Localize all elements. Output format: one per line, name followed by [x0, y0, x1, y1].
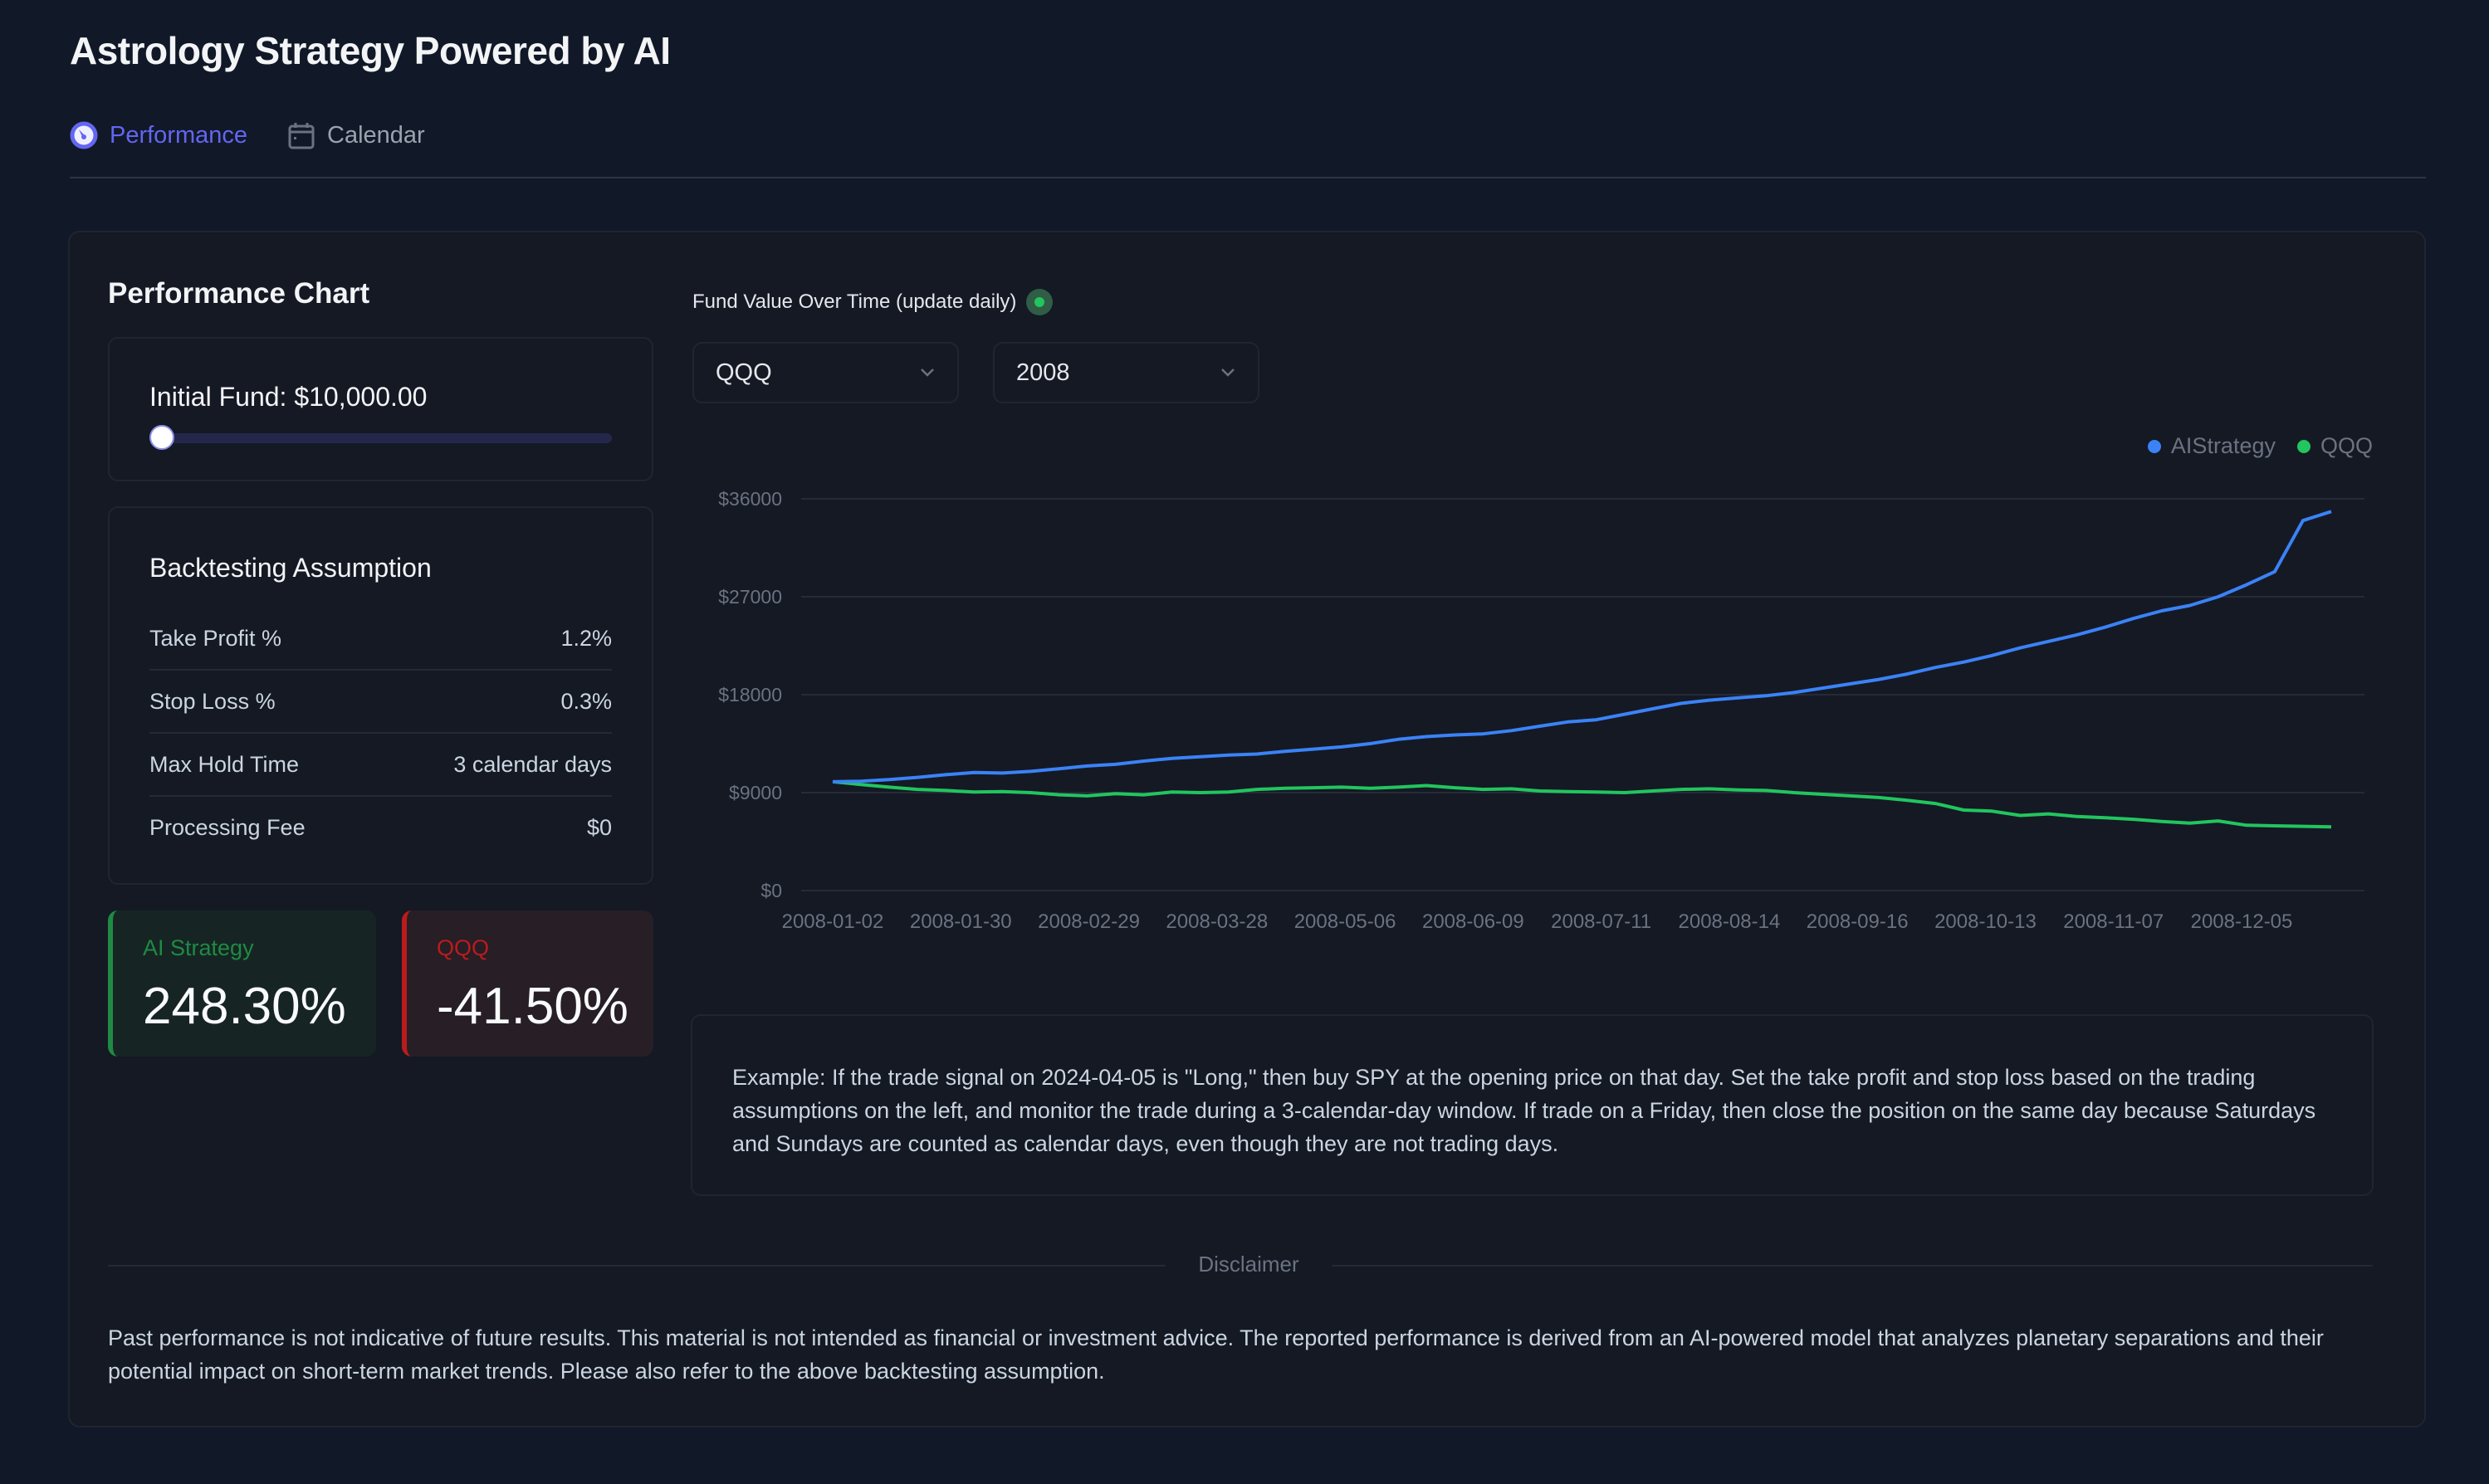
legend-item-qqq[interactable]: QQQ — [2296, 433, 2373, 459]
x-tick-label: 2008-03-28 — [1166, 910, 1268, 933]
assumption-row-processing-fee: Processing Fee $0 — [149, 797, 612, 858]
x-tick-label: 2008-01-30 — [910, 910, 1012, 933]
legend-label: QQQ — [2320, 433, 2373, 458]
y-tick-label: $36000 — [718, 488, 782, 510]
section-title: Performance Chart — [108, 277, 370, 310]
calendar-icon — [287, 121, 315, 149]
stat-value: 248.30% — [143, 978, 346, 1035]
x-tick-label: 2008-05-06 — [1294, 910, 1396, 933]
divider-line-right — [1332, 1265, 2373, 1267]
ticker-select[interactable]: QQQ — [692, 342, 959, 403]
tabs-divider — [70, 177, 2426, 178]
assumption-row-take-profit: Take Profit % 1.2% — [149, 608, 612, 671]
assumption-value: $0 — [586, 814, 612, 840]
y-tick-label: $9000 — [729, 782, 782, 803]
year-select-value: 2008 — [1016, 359, 1070, 386]
x-tick-label: 2008-09-16 — [1807, 910, 1909, 933]
x-tick-label: 2008-12-05 — [2191, 910, 2293, 933]
performance-card — [68, 231, 2426, 1428]
tab-calendar[interactable]: Calendar — [287, 121, 425, 149]
divider-line-left — [108, 1265, 1166, 1267]
assumption-row-stop-loss: Stop Loss % 0.3% — [149, 671, 612, 734]
chart-heading-text: Fund Value Over Time (update daily) — [692, 290, 1017, 313]
qqq-return-card: QQQ -41.50% — [402, 910, 653, 1057]
example-box: Example: If the trade signal on 2024-04-… — [691, 1014, 2374, 1196]
chevron-down-icon — [1221, 369, 1235, 377]
assumption-label: Max Hold Time — [149, 751, 300, 777]
y-tick-label: $0 — [760, 880, 782, 901]
assumption-list: Take Profit % 1.2% Stop Loss % 0.3% Max … — [149, 608, 612, 858]
chart-heading: Fund Value Over Time (update daily) — [692, 289, 1054, 315]
tab-performance[interactable]: Performance — [70, 121, 247, 149]
gauge-icon — [70, 121, 98, 149]
disclaimer-label: Disclaimer — [1198, 1252, 1299, 1277]
assumption-label: Processing Fee — [149, 814, 306, 840]
legend-swatch-aistrategy — [2147, 439, 2161, 453]
stat-value: -41.50% — [437, 978, 628, 1035]
legend-label: AIStrategy — [2170, 433, 2276, 458]
x-tick-label: 2008-10-13 — [1934, 910, 2037, 933]
backtesting-assumption-card: Backtesting Assumption Take Profit % 1.2… — [108, 506, 653, 885]
assumption-label: Take Profit % — [149, 625, 282, 651]
initial-fund-slider-thumb[interactable] — [149, 425, 174, 450]
stat-label: QQQ — [437, 935, 490, 960]
disclaimer-divider — [108, 1265, 2373, 1267]
x-tick-label: 2008-08-14 — [1679, 910, 1781, 933]
legend-item-aistrategy[interactable]: AIStrategy — [2147, 433, 2276, 459]
legend-swatch-qqq — [2296, 439, 2311, 453]
chevron-down-icon — [921, 369, 934, 377]
live-status-icon — [1026, 289, 1054, 315]
tab-bar: Performance Calendar — [70, 121, 465, 149]
fund-value-chart: $0 $9000 $18000 $27000 $36000 2008-01-02 2008-… — [718, 488, 2364, 933]
initial-fund-label: Initial Fund: $10,000.00 — [149, 382, 428, 412]
assumption-value: 1.2% — [560, 625, 612, 651]
x-tick-label: 2008-02-29 — [1038, 910, 1140, 933]
year-select[interactable]: 2008 — [993, 342, 1259, 403]
initial-fund-slider[interactable] — [149, 433, 612, 443]
ticker-select-value: QQQ — [716, 359, 772, 386]
page-title: Astrology Strategy Powered by AI — [70, 29, 671, 72]
initial-fund-card: Initial Fund: $10,000.00 — [108, 337, 653, 481]
y-tick-label: $18000 — [718, 684, 782, 705]
tab-calendar-label: Calendar — [327, 121, 425, 149]
assumption-label: Stop Loss % — [149, 688, 276, 714]
assumption-row-max-hold: Max Hold Time 3 calendar days — [149, 734, 612, 797]
chart-legend: AIStrategy QQQ — [2126, 433, 2373, 459]
assumption-title: Backtesting Assumption — [149, 553, 432, 583]
x-tick-label: 2008-06-09 — [1422, 910, 1524, 933]
series-line-qqq — [832, 779, 2332, 829]
stat-label: AI Strategy — [143, 935, 254, 960]
x-tick-label: 2008-11-07 — [2063, 910, 2164, 933]
x-tick-label: 2008-07-11 — [1551, 910, 1651, 933]
ai-strategy-return-card: AI Strategy 248.30% — [108, 910, 376, 1057]
tab-performance-label: Performance — [110, 121, 248, 149]
assumption-value: 3 calendar days — [453, 751, 612, 777]
series-line-aistrategy — [832, 510, 2332, 783]
disclaimer-text: Past performance is not indicative of fu… — [108, 1325, 2324, 1384]
x-tick-label: 2008-01-02 — [782, 910, 884, 933]
assumption-value: 0.3% — [560, 688, 612, 714]
y-tick-label: $27000 — [718, 586, 782, 608]
example-text: Example: If the trade signal on 2024-04-… — [732, 1065, 2316, 1156]
